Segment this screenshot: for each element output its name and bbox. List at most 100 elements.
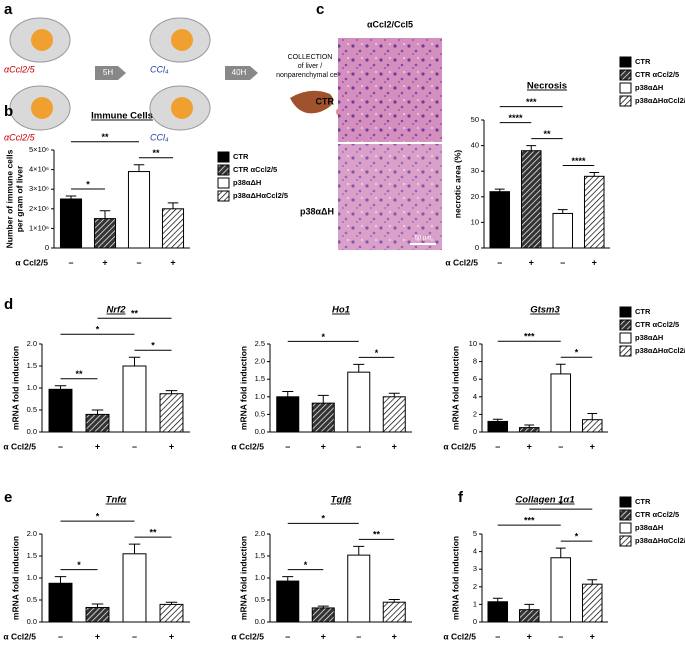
- x-tick-label: +: [592, 257, 597, 267]
- bar: [161, 208, 185, 249]
- significance-label: **: [101, 132, 109, 142]
- error-bar: [282, 391, 294, 397]
- y-tick-label: 2.0: [27, 529, 37, 538]
- legend-label: CTR αCcl2/5: [635, 70, 679, 79]
- treatment-label: αCcl2/5: [4, 64, 36, 74]
- significance-label: *: [321, 514, 325, 524]
- x-tick-label: –: [495, 441, 500, 451]
- x-tick-label: –: [58, 631, 63, 641]
- histology-row-label: p38αΔH: [300, 206, 334, 216]
- legend-swatch: [619, 319, 632, 331]
- significance-label: ****: [508, 113, 523, 123]
- chart-title: Tgfβ: [331, 495, 352, 506]
- bar: [520, 150, 542, 249]
- bar: [159, 603, 184, 623]
- chart-title: Ho1: [332, 305, 350, 316]
- error-bar: [492, 418, 503, 422]
- treatment-label: αCcl2/5: [4, 132, 36, 142]
- significance-label: *: [559, 499, 563, 509]
- bar: [347, 554, 371, 623]
- legend-swatch: [619, 69, 632, 81]
- legend-swatch: [619, 95, 632, 107]
- legend-swatch: [619, 496, 632, 508]
- error-bar: [388, 392, 400, 397]
- significance-label: *: [151, 341, 155, 351]
- legend-label: CTR αCcl2/5: [635, 510, 679, 519]
- bar: [276, 396, 300, 433]
- y-axis-label: necrotic area (%): [452, 150, 462, 219]
- y-tick-label: 1.0: [27, 573, 37, 582]
- x-axis-label: α Ccl2/5: [443, 441, 476, 451]
- bar: [93, 218, 117, 249]
- chart-title: Tnfα: [106, 495, 128, 506]
- treatment-label: CCl₄: [150, 132, 169, 142]
- schematic: [9, 17, 360, 131]
- y-tick-label: 2.0: [27, 339, 37, 348]
- error-bar: [555, 363, 566, 374]
- legend-swatch: [619, 535, 632, 547]
- bar: [85, 413, 110, 433]
- bar: [581, 419, 603, 433]
- y-tick-label: 5: [473, 529, 477, 538]
- y-tick-label: 5×10⁶: [29, 145, 49, 154]
- significance-label: ****: [571, 156, 586, 166]
- interval-label: 5H: [103, 68, 113, 77]
- x-tick-label: +: [102, 257, 107, 267]
- legend-swatch: [619, 56, 632, 68]
- histology-image: [338, 144, 442, 250]
- panel-label: f: [458, 489, 464, 506]
- bar: [59, 198, 83, 249]
- significance-label: **: [543, 129, 551, 139]
- significance-label: *: [304, 560, 308, 570]
- legend-label: CTR: [233, 152, 249, 161]
- x-tick-label: –: [558, 441, 563, 451]
- bar: [550, 373, 572, 433]
- error-bar: [587, 413, 598, 420]
- legend-label: CTR αCcl2/5: [233, 165, 277, 174]
- error-bar: [494, 188, 505, 192]
- significance-label: **: [75, 369, 83, 379]
- x-tick-label: +: [392, 441, 397, 451]
- bar: [487, 601, 509, 623]
- significance-label: ***: [526, 97, 537, 107]
- error-bar: [317, 394, 329, 404]
- chart-title: Collagen 1α1: [515, 495, 574, 506]
- y-tick-label: 0.5: [255, 595, 265, 604]
- legend-swatch: [217, 164, 230, 176]
- y-tick-label: 2.5: [255, 339, 265, 348]
- histology-title: αCcl2/Ccl5: [367, 19, 413, 29]
- significance-label: ***: [524, 515, 535, 525]
- x-tick-label: +: [95, 441, 100, 451]
- error-bar: [589, 171, 600, 177]
- y-tick-label: 6: [473, 374, 477, 383]
- y-tick-label: 2.0: [255, 529, 265, 538]
- legend-label: p38αΔHαCcl2/5: [635, 346, 685, 355]
- bar: [382, 601, 406, 623]
- y-tick-label: 10: [471, 217, 479, 226]
- x-tick-label: –: [285, 631, 290, 641]
- error-bar: [91, 603, 104, 608]
- error-bar: [133, 164, 145, 172]
- bar: [159, 393, 184, 433]
- treatment-label: CCl₄: [150, 64, 169, 74]
- x-tick-label: +: [590, 631, 595, 641]
- bar: [127, 171, 151, 249]
- error-bar: [526, 145, 537, 151]
- y-tick-label: 4: [473, 547, 477, 556]
- x-tick-label: –: [58, 441, 63, 451]
- y-axis-label: per gram of liver: [14, 165, 24, 232]
- significance-label: **: [149, 527, 157, 537]
- significance-label: *: [77, 560, 81, 570]
- scale-bar-label: 50 µm: [415, 236, 432, 242]
- histology-image: [338, 38, 442, 142]
- legend-label: p38αΔHαCcl2/5: [635, 96, 685, 105]
- bar: [518, 427, 540, 433]
- significance-label: ***: [524, 332, 535, 342]
- y-tick-label: 50: [471, 115, 479, 124]
- x-axis-label: α Ccl2/5: [15, 257, 48, 267]
- bar: [48, 388, 73, 433]
- histology-row-label: CTR: [316, 96, 335, 106]
- x-tick-label: –: [132, 441, 137, 451]
- x-axis-label: α Ccl2/5: [3, 631, 36, 641]
- significance-label: *: [96, 325, 100, 335]
